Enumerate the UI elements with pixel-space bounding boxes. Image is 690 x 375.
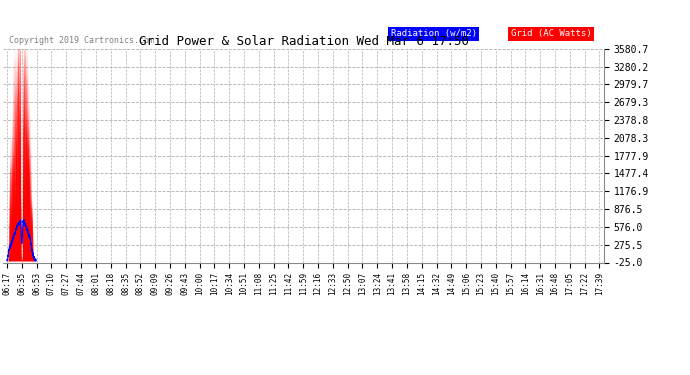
Text: Radiation (w/m2): Radiation (w/m2): [391, 29, 477, 38]
Text: Copyright 2019 Cartronics.com: Copyright 2019 Cartronics.com: [10, 36, 155, 45]
Title: Grid Power & Solar Radiation Wed Mar 6 17:50: Grid Power & Solar Radiation Wed Mar 6 1…: [139, 34, 469, 48]
Text: Grid (AC Watts): Grid (AC Watts): [511, 29, 591, 38]
